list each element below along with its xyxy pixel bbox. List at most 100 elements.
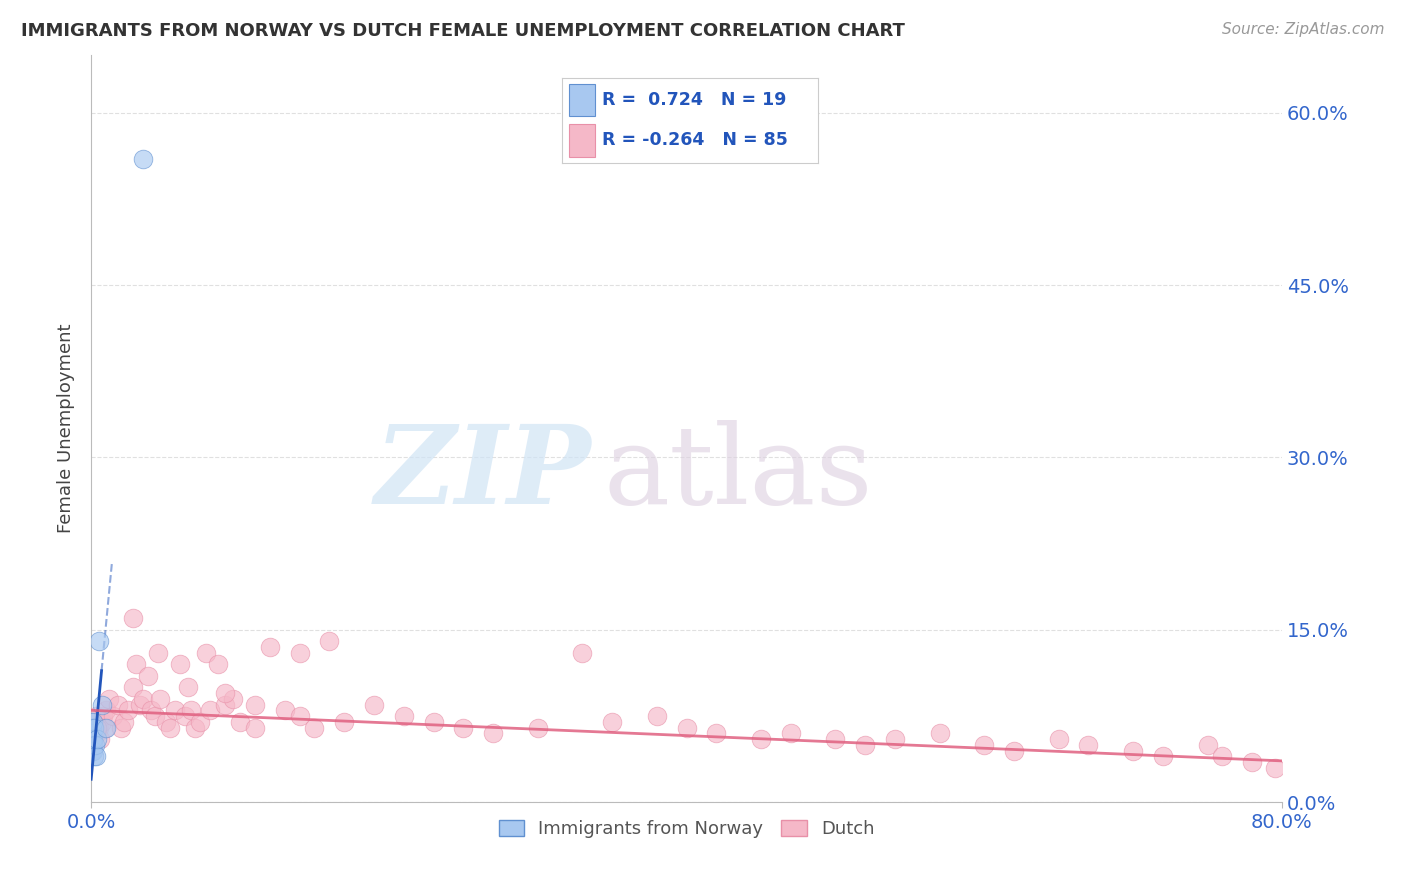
Point bbox=[94, 721, 117, 735]
Point bbox=[526, 721, 548, 735]
Point bbox=[80, 738, 103, 752]
Point bbox=[82, 743, 104, 757]
Point bbox=[1047, 732, 1070, 747]
Point bbox=[1197, 738, 1219, 752]
Point bbox=[83, 738, 105, 752]
Point bbox=[83, 726, 105, 740]
Point bbox=[80, 732, 103, 747]
Point bbox=[824, 732, 846, 747]
Point bbox=[110, 721, 132, 735]
Point bbox=[82, 732, 104, 747]
Point bbox=[363, 698, 385, 712]
Point bbox=[188, 714, 211, 729]
Point bbox=[779, 726, 801, 740]
Point bbox=[163, 703, 186, 717]
Point bbox=[121, 681, 143, 695]
Point bbox=[288, 646, 311, 660]
Point bbox=[288, 709, 311, 723]
Point bbox=[453, 721, 475, 735]
Point bbox=[1152, 749, 1174, 764]
Point bbox=[82, 721, 104, 735]
Point bbox=[259, 640, 281, 654]
Point bbox=[90, 714, 112, 729]
Point bbox=[704, 726, 727, 740]
Text: Source: ZipAtlas.com: Source: ZipAtlas.com bbox=[1222, 22, 1385, 37]
Point bbox=[1263, 761, 1285, 775]
Point bbox=[80, 743, 103, 757]
Point bbox=[107, 698, 129, 712]
Legend: Immigrants from Norway, Dutch: Immigrants from Norway, Dutch bbox=[491, 813, 882, 846]
Point bbox=[571, 646, 593, 660]
Point bbox=[83, 714, 105, 729]
Point bbox=[80, 732, 103, 747]
Point bbox=[87, 721, 110, 735]
Point bbox=[83, 721, 105, 735]
Point bbox=[155, 714, 177, 729]
Point bbox=[214, 686, 236, 700]
Point bbox=[86, 721, 108, 735]
Point bbox=[87, 634, 110, 648]
Point bbox=[304, 721, 326, 735]
Point bbox=[749, 732, 772, 747]
Point bbox=[645, 709, 668, 723]
Point bbox=[94, 703, 117, 717]
Point bbox=[853, 738, 876, 752]
Point bbox=[1122, 743, 1144, 757]
Point bbox=[80, 726, 103, 740]
Point bbox=[89, 732, 111, 747]
Point bbox=[928, 726, 950, 740]
Point bbox=[129, 698, 152, 712]
Point bbox=[125, 657, 148, 672]
Point bbox=[422, 714, 444, 729]
Point bbox=[675, 721, 697, 735]
Point bbox=[139, 703, 162, 717]
Point bbox=[273, 703, 295, 717]
Point bbox=[169, 657, 191, 672]
Point bbox=[112, 714, 135, 729]
Point bbox=[83, 749, 105, 764]
Point bbox=[121, 611, 143, 625]
Point bbox=[1211, 749, 1233, 764]
Point bbox=[243, 721, 266, 735]
Point bbox=[103, 709, 125, 723]
Point bbox=[973, 738, 995, 752]
Point bbox=[482, 726, 505, 740]
Point bbox=[82, 726, 104, 740]
Point bbox=[98, 691, 121, 706]
Point bbox=[884, 732, 907, 747]
Point bbox=[82, 732, 104, 747]
Point bbox=[82, 721, 104, 735]
Point bbox=[392, 709, 415, 723]
Point bbox=[82, 714, 104, 729]
Point bbox=[318, 634, 340, 648]
Point bbox=[229, 714, 252, 729]
Point bbox=[184, 721, 207, 735]
Point bbox=[243, 698, 266, 712]
Point bbox=[159, 721, 181, 735]
Point bbox=[136, 669, 159, 683]
Text: IMMIGRANTS FROM NORWAY VS DUTCH FEMALE UNEMPLOYMENT CORRELATION CHART: IMMIGRANTS FROM NORWAY VS DUTCH FEMALE U… bbox=[21, 22, 905, 40]
Point bbox=[91, 709, 114, 723]
Point bbox=[82, 732, 104, 747]
Point bbox=[117, 703, 139, 717]
Point bbox=[214, 698, 236, 712]
Point bbox=[221, 691, 243, 706]
Point bbox=[132, 152, 155, 166]
Point bbox=[333, 714, 356, 729]
Point bbox=[207, 657, 229, 672]
Point bbox=[143, 709, 166, 723]
Point bbox=[174, 709, 197, 723]
Point bbox=[84, 709, 107, 723]
Text: ZIP: ZIP bbox=[374, 420, 592, 527]
Point bbox=[93, 721, 115, 735]
Text: atlas: atlas bbox=[603, 420, 873, 527]
Point bbox=[86, 732, 108, 747]
Y-axis label: Female Unemployment: Female Unemployment bbox=[58, 324, 75, 533]
Point bbox=[200, 703, 222, 717]
Point bbox=[600, 714, 623, 729]
Point bbox=[1077, 738, 1099, 752]
Point bbox=[80, 714, 103, 729]
Point bbox=[80, 726, 103, 740]
Point bbox=[194, 646, 217, 660]
Point bbox=[177, 681, 200, 695]
